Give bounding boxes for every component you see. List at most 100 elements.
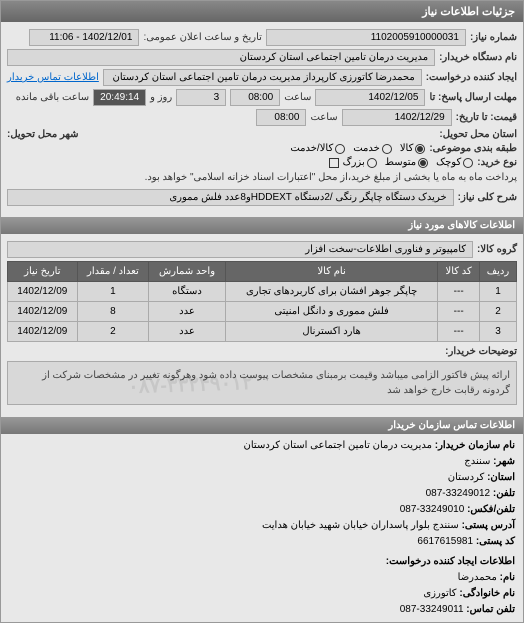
main-panel: جزئیات اطلاعات نیاز شماره نیاز: 11020059… [0,0,524,623]
table-row[interactable]: 1---چاپگر جوهر افشان برای کاربردهای تجار… [8,282,517,302]
table-cell: 2 [77,322,149,342]
days-label: روز و [150,92,172,103]
contact-header: اطلاعات تماس سازمان خریدار [1,417,523,434]
table-header: تاریخ نیاز [8,262,78,282]
table-cell: --- [438,282,480,302]
table-row[interactable]: 2---فلش مموری و دانگل امنیتیعدد81402/12/… [8,302,517,322]
c-family-label: نام خانوادگی: [459,588,515,599]
requester-field: محمدرضا کاتورزی کارپرداز مدیریت درمان تا… [103,69,422,86]
c-name-label: نام: [500,572,515,583]
table-row[interactable]: 3---هارد اکسترنالعدد21402/12/09 [8,322,517,342]
buyer-contact-link[interactable]: اطلاعات تماس خریدار [7,72,99,83]
c-postal-label: کد پستی: [476,536,515,547]
desc-box: ۰۸۷-۳۳۲۴۹۰۱۲ ارائه پیش فاکتور الزامی میب… [7,361,517,405]
goods-section: گروه کالا: کامپیوتر و فناوری اطلاعات-سخت… [1,234,523,413]
budget-radio-group: کالا خدمت کالا/خدمت [290,143,425,154]
org-value: مدیریت درمان تامین اجتماعی استان کردستان [244,440,432,451]
goods-header: اطلاعات کالاهای مورد نیاز [1,217,523,234]
table-cell: 1 [479,282,516,302]
group-field: کامپیوتر و فناوری اطلاعات-سخت افزار [7,241,473,258]
table-cell: عدد [149,302,226,322]
installment-label: پرداخت ماه به ماه یا بخشی از مبلغ خرید،ا… [145,172,517,183]
requester-label: ایجاد کننده درخواست: [426,72,517,83]
deadline-label: مهلت ارسال پاسخ: تا [429,92,517,103]
org-label: نام سازمان خریدار: [435,440,515,451]
c-name-value: محمدرضا [458,572,497,583]
validity-date-field: 1402/12/29 [342,109,452,126]
c-city-label: شهر: [493,456,515,467]
c-addr-label: آدرس پستی: [462,520,515,531]
pub-date-label: تاریخ و ساعت اعلان عمومی: [143,32,262,43]
c-postal-value: 6617615981 [417,536,473,547]
group-label: گروه کالا: [477,244,517,255]
table-cell: چاپگر جوهر افشان برای کاربردهای تجاری [225,282,438,302]
c-city-value: سنندج [464,456,490,467]
radio-large-label: بزرگ [343,157,365,168]
budget-label: طبقه بندی موضوعی: [429,143,517,154]
c-family-value: کاتورزی [423,588,456,599]
radio-large[interactable] [367,158,377,168]
table-cell: 1 [77,282,149,302]
radio-service-label: خدمت [353,143,380,154]
info-section: شماره نیاز: 1102005910000031 تاریخ و ساع… [1,22,523,213]
table-cell: 1402/12/09 [8,282,78,302]
contact-section: نام سازمان خریدار: مدیریت درمان تامین اج… [1,434,523,622]
table-cell: 2 [479,302,516,322]
table-cell: هارد اکسترنال [225,322,438,342]
c-province-value: کردستان [448,472,485,483]
radio-both-label: کالا/خدمت [290,143,333,154]
days-field: 3 [176,89,226,106]
panel-header: جزئیات اطلاعات نیاز [1,1,523,22]
radio-both[interactable] [335,144,345,154]
table-cell: 1402/12/09 [8,322,78,342]
time-label-1: ساعت [284,92,311,103]
radio-medium[interactable] [418,158,428,168]
c-contact-phone-label: تلفن تماس: [466,604,515,615]
radio-goods[interactable] [415,144,425,154]
table-cell: --- [438,322,480,342]
req-no-label: شماره نیاز: [470,32,517,43]
general-label: شرح کلی نیاز: [458,192,517,203]
table-cell: --- [438,302,480,322]
goods-table: ردیفکد کالانام کالاواحد شمارشتعداد / مقد… [7,261,517,342]
table-cell: 8 [77,302,149,322]
remaining-label: ساعت باقی مانده [16,92,89,103]
creator-header: اطلاعات ایجاد کننده درخواست: [9,554,515,570]
deadline-time-field: 08:00 [230,89,280,106]
general-desc-field: خریدک دستگاه چاپگر رنگی /2دستگاه HDDEXTو… [7,189,454,206]
validity-label: قیمت: تا تاریخ: [456,112,517,123]
table-cell: فلش مموری و دانگل امنیتی [225,302,438,322]
pub-date-field: 1402/12/01 - 11:06 [29,29,139,46]
req-no-field: 1102005910000031 [266,29,466,46]
table-cell: 3 [479,322,516,342]
buyer-device-label: نام دستگاه خریدار: [439,52,517,63]
installment-checkbox[interactable] [329,158,339,168]
radio-small[interactable] [463,158,473,168]
c-phone-label: تلفن: [493,488,515,499]
desc-label: توضیحات خریدار: [445,346,517,357]
city-label: شهر محل تحویل: [7,129,79,140]
radio-small-label: کوچک [436,157,461,168]
c-phone-value: 33249012-087 [426,488,491,499]
buy-type-label: نوع خرید: [477,157,517,168]
radio-service[interactable] [382,144,392,154]
c-contact-phone-value: 33249011-087 [400,604,464,615]
table-header: واحد شمارش [149,262,226,282]
size-radio-group: کوچک متوسط بزرگ [343,157,474,168]
table-cell: دستگاه [149,282,226,302]
table-cell: 1402/12/09 [8,302,78,322]
table-header: نام کالا [225,262,438,282]
radio-goods-label: کالا [400,143,414,154]
table-header: ردیف [479,262,516,282]
watermark: ۰۸۷-۳۳۲۴۹۰۱۲ [128,368,254,402]
buyer-device-field: مدیریت درمان تامین اجتماعی استان کردستان [7,49,435,66]
radio-medium-label: متوسط [385,157,416,168]
c-province-label: استان: [487,472,515,483]
desc-text: ارائه پیش فاکتور الزامی میباشد وقیمت برم… [42,370,510,396]
validity-time-field: 08:00 [256,109,306,126]
c-fax-label: تلفن/فکس: [467,504,515,515]
table-header: تعداد / مقدار [77,262,149,282]
table-cell: عدد [149,322,226,342]
remaining-field: 20:49:14 [93,89,146,106]
table-header: کد کالا [438,262,480,282]
